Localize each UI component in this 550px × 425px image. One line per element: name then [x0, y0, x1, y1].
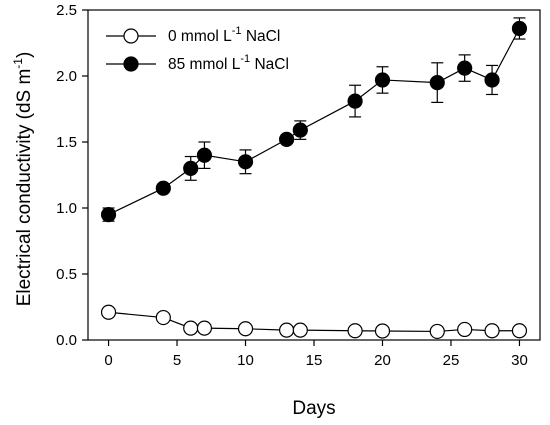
y-axis-title-main: Electrical conductivity (dS m [14, 69, 35, 307]
x-tick-label: 25 [443, 352, 460, 369]
data-point [155, 180, 171, 196]
data-point [196, 147, 213, 163]
data-point [457, 60, 473, 76]
legend-item-1: 85 mmol L-1 NaCl [106, 53, 289, 73]
series-1 [100, 17, 528, 223]
series-group [100, 17, 528, 340]
x-tick-label: 5 [173, 352, 181, 369]
x-tick-label: 10 [237, 352, 254, 369]
legend: 0 mmol L-1 NaCl 85 mmol L-1 NaCl [106, 25, 289, 73]
x-tick-label: 15 [306, 352, 323, 369]
y-tick-label: 0.5 [56, 266, 77, 283]
y-tick-label: 2.0 [56, 68, 77, 85]
data-point [484, 72, 500, 88]
y-tick-label: 1.0 [56, 200, 77, 217]
y-axis-title: Electrical conductivity (dS m-1) [11, 52, 35, 307]
x-tick-label: 30 [511, 352, 528, 369]
x-axis-title: Days [292, 398, 335, 419]
plot-frame [87, 9, 541, 341]
legend-label: 0 mmol L-1 NaCl [168, 25, 280, 45]
data-point [100, 207, 117, 223]
data-point [457, 321, 473, 338]
legend-label: 85 mmol L-1 NaCl [168, 53, 289, 73]
legend-marker [123, 28, 139, 44]
series-0 [100, 304, 528, 340]
data-point [292, 322, 308, 338]
data-point [237, 154, 254, 170]
data-point [292, 122, 308, 138]
data-point [279, 322, 295, 338]
data-point [484, 323, 500, 339]
y-tick-label: 0.0 [56, 332, 77, 349]
axes: 0 5 10 15 20 25 30 0.0 0.5 1.0 1.5 2.0 2.5 [56, 2, 541, 369]
legend-item-0: 0 mmol L-1 NaCl [106, 25, 280, 45]
x-tick-label: 20 [374, 352, 391, 369]
y-tick-label: 2.5 [56, 2, 77, 19]
data-point [511, 20, 528, 37]
data-point [237, 321, 254, 337]
data-point [347, 93, 363, 109]
x-tick-label: 0 [104, 352, 112, 369]
y-axis-title-sup: -1 [11, 58, 25, 69]
data-point [374, 323, 391, 339]
data-point [100, 304, 117, 320]
data-point [196, 320, 213, 336]
data-point [429, 323, 445, 340]
data-point [374, 72, 391, 88]
data-point [511, 323, 528, 339]
data-point [429, 74, 445, 91]
data-point [155, 309, 171, 326]
y-axis-title-close: ) [14, 52, 35, 58]
data-point [183, 160, 199, 176]
data-point [279, 131, 295, 147]
legend-marker [123, 56, 139, 72]
data-point [183, 320, 199, 336]
y-tick-label: 1.5 [56, 134, 77, 151]
data-point [347, 323, 363, 339]
